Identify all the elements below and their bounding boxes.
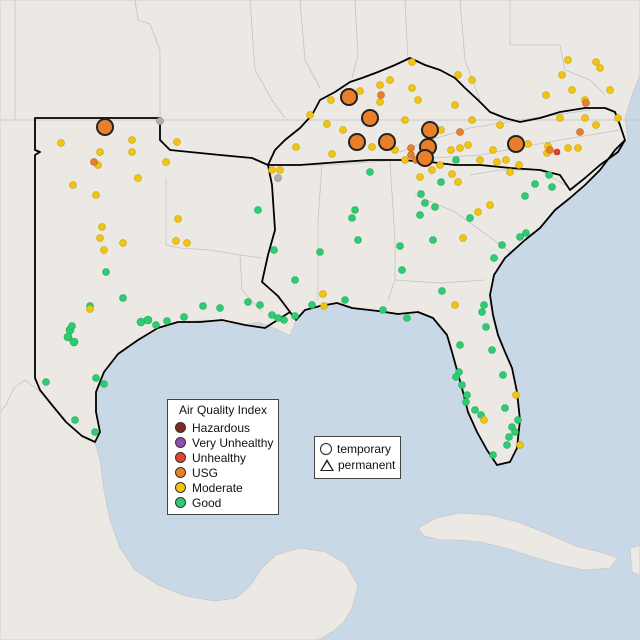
- legend-label: Unhealthy: [192, 450, 247, 465]
- circle-icon: [320, 443, 332, 455]
- aqi-legend: Air Quality Index Hazardous Very Unhealt…: [167, 399, 279, 515]
- legend-label: USG: [192, 465, 219, 480]
- permanent-label: permanent: [338, 458, 396, 472]
- hazardous-swatch: [175, 422, 186, 433]
- unhealthy-swatch: [175, 452, 186, 463]
- hispaniola-land: [629, 544, 640, 576]
- legend-item-unhealthy: Unhealthy: [175, 450, 246, 465]
- kentucky-tennessee-outline: [267, 57, 626, 191]
- legend-label: Hazardous: [192, 420, 251, 435]
- legend-item-moderate: Moderate: [175, 480, 243, 495]
- legend-item-permanent: permanent: [320, 457, 395, 473]
- unhealthy-monitors: [553, 148, 561, 156]
- good-monitors: [42, 156, 556, 459]
- legend-item-hazardous: Hazardous: [175, 420, 250, 435]
- usg-swatch: [175, 467, 186, 478]
- legend-label: Moderate: [192, 480, 243, 495]
- legend-title: Air Quality Index: [178, 403, 268, 417]
- very-unhealthy-swatch: [175, 437, 186, 448]
- southeast-coastline: [289, 139, 626, 466]
- oklahoma-texas-outline: [34, 117, 291, 443]
- legend-label: Very Unhealthy: [192, 435, 274, 450]
- monitor-type-legend: temporary permanent: [314, 436, 401, 479]
- legend-label: Good: [192, 495, 222, 510]
- temporary-label: temporary: [337, 442, 392, 456]
- legend-item-good: Good: [175, 495, 221, 510]
- large-usg-monitors: [96, 88, 525, 167]
- inactive-monitors: [156, 117, 282, 182]
- moderate-swatch: [175, 482, 186, 493]
- legend-item-temporary: temporary: [320, 441, 391, 457]
- legend-item-usg: USG: [175, 465, 218, 480]
- cuba-land: [417, 512, 619, 571]
- good-swatch: [175, 497, 186, 508]
- usg-monitors: [90, 91, 590, 166]
- triangle-icon: [320, 459, 334, 471]
- legend-item-very-unhealthy: Very Unhealthy: [175, 435, 273, 450]
